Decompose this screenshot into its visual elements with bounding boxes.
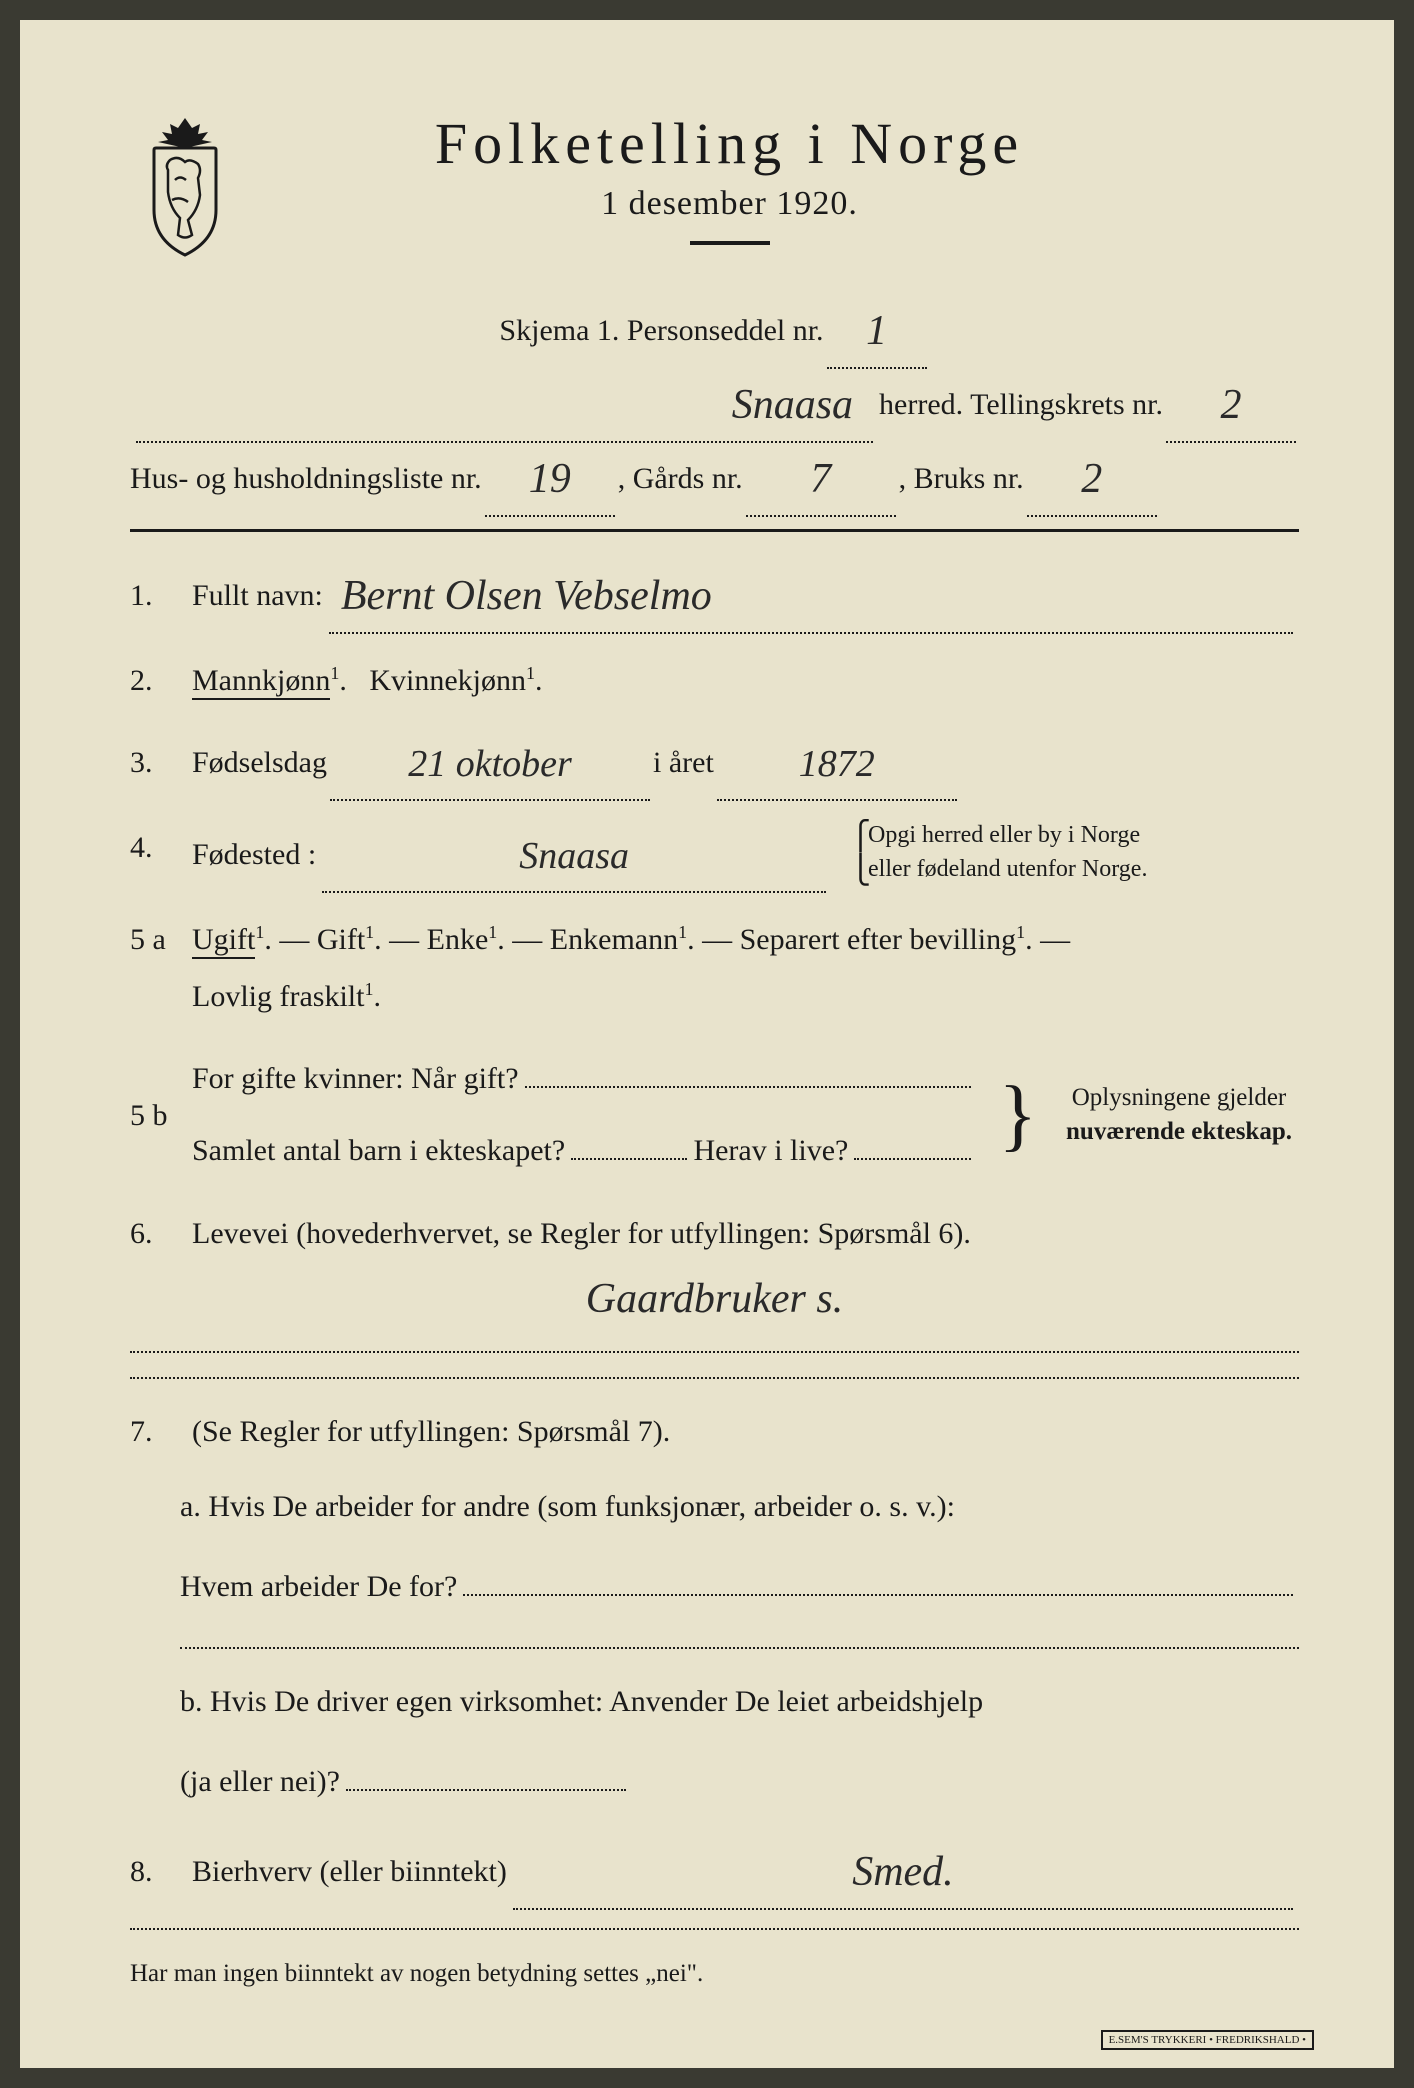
brace-icon: } (999, 1091, 1037, 1139)
hus-label3: , Bruks nr. (899, 443, 1024, 515)
q1-label: Fullt navn: (192, 560, 323, 632)
personseddel-nr: 1 (866, 310, 887, 352)
q1: 1. Fullt navn: Bernt Olsen Vebselmo (130, 560, 1299, 634)
skjema-label: Skjema 1. Personseddel nr. (499, 295, 823, 367)
q2-num: 2. (130, 652, 174, 709)
printer-stamp: E.SEM'S TRYKKERI • FREDRIKSHALD • (1101, 2030, 1314, 2050)
bruks-nr: 2 (1081, 458, 1102, 500)
fodested: Snaasa (519, 837, 629, 875)
hus-line: Hus- og husholdningsliste nr. 19 , Gårds… (130, 443, 1299, 517)
q3: 3. Fødselsdag 21 oktober i året 1872 (130, 727, 1299, 801)
bierhverv: Smed. (852, 1851, 953, 1893)
q7-num: 7. (130, 1403, 174, 1460)
q7a-l2: Hvem arbeider De for? (180, 1551, 457, 1623)
levevei: Gaardbruker s. (586, 1278, 843, 1320)
q2-opt1: Mannkjønn (192, 664, 330, 700)
hus-label1: Hus- og husholdningsliste nr. (130, 443, 482, 515)
footer-note: Har man ingen biinntekt av nogen betydni… (130, 1960, 1299, 1988)
q4: 4. Fødested : Snaasa Opgi herred eller b… (130, 819, 1299, 893)
q7b-l2: (ja eller nei)? (180, 1746, 340, 1818)
q4-note1: Opgi herred eller by i Norge (850, 819, 1220, 853)
q6: 6. Levevei (hovederhvervet, se Regler fo… (130, 1205, 1299, 1379)
q8-label: Bierhverv (eller biinntekt) (192, 1836, 507, 1908)
q5a-opt5: Lovlig fraskilt (192, 980, 364, 1013)
q5b-l2a: Samlet antal barn i ekteskapet? (192, 1115, 565, 1187)
gards-nr: 7 (810, 458, 831, 500)
skjema-line: Skjema 1. Personseddel nr. 1 (130, 295, 1299, 369)
fullt-navn: Bernt Olsen Vebselmo (341, 575, 712, 617)
main-title: Folketelling i Norge (270, 110, 1189, 177)
q4-note2: eller fødeland utenfor Norge. (850, 853, 1220, 887)
census-form-page: Folketelling i Norge 1 desember 1920. Sk… (20, 20, 1394, 2068)
q6-num: 6. (130, 1205, 174, 1262)
q7: 7. (Se Regler for utfyllingen: Spørsmål … (130, 1403, 1299, 1818)
q1-num: 1. (130, 567, 174, 624)
tellingskrets-nr: 2 (1221, 384, 1242, 426)
header: Folketelling i Norge 1 desember 1920. (130, 110, 1299, 275)
section-divider (130, 529, 1299, 532)
q5a-opt4: Separert efter bevilling (740, 923, 1017, 956)
subtitle: 1 desember 1920. (270, 185, 1189, 223)
q5b-l1: For gifte kvinner: Når gift? (192, 1043, 519, 1115)
q5a-opt1: Gift (317, 923, 365, 956)
fodselsar: 1872 (799, 745, 875, 783)
herred-label: herred. Tellingskrets nr. (879, 369, 1163, 441)
q8-num: 8. (130, 1843, 174, 1900)
q4-note: Opgi herred eller by i Norge eller fødel… (850, 819, 1220, 886)
title-divider (690, 241, 770, 245)
q7a: a. Hvis De arbeider for andre (som funks… (130, 1478, 1299, 1649)
q5b-num: 5 b (130, 1087, 174, 1144)
coat-of-arms-icon (130, 110, 240, 260)
q7-label: (Se Regler for utfyllingen: Spørsmål 7). (192, 1403, 670, 1460)
q4-label: Fødested : (192, 819, 316, 891)
q5a-opt0: Ugift (192, 923, 255, 959)
q5a-opt2: Enke (427, 923, 489, 956)
q3-num: 3. (130, 734, 174, 791)
q5a-num: 5 a (130, 911, 174, 968)
q2: 2. Mannkjønn1. Kvinnekjønn1. (130, 652, 1299, 709)
q7a-l1: a. Hvis De arbeider for andre (som funks… (180, 1478, 1299, 1535)
hus-label2: , Gårds nr. (618, 443, 743, 515)
q4-num: 4. (130, 819, 174, 876)
q5b: 5 b For gifte kvinner: Når gift? Samlet … (130, 1043, 1299, 1187)
q5a-opt3: Enkemann (550, 923, 678, 956)
q3-label2: i året (653, 727, 714, 799)
title-block: Folketelling i Norge 1 desember 1920. (270, 110, 1299, 275)
q8: 8. Bierhverv (eller biinntekt) Smed. (130, 1836, 1299, 1910)
q5a: 5 a Ugift1. — Gift1. — Enke1. — Enkemann… (130, 911, 1299, 1025)
herred-value: Snaasa (732, 384, 853, 426)
husliste-nr: 19 (529, 458, 571, 500)
q2-opt2: Kvinnekjønn (369, 664, 526, 697)
q7b-l1: b. Hvis De driver egen virksomhet: Anven… (180, 1673, 1299, 1730)
herred-line: Snaasa herred. Tellingskrets nr. 2 (130, 369, 1299, 443)
q5b-l2b: Herav i live? (693, 1115, 848, 1187)
q6-label: Levevei (hovederhvervet, se Regler for u… (192, 1205, 971, 1262)
fodselsdag: 21 oktober (408, 745, 572, 783)
q3-label1: Fødselsdag (192, 727, 327, 799)
q7b: b. Hvis De driver egen virksomhet: Anven… (130, 1673, 1299, 1818)
q5b-note: Oplysningene gjelder nuværende ekteskap. (1059, 1081, 1299, 1149)
